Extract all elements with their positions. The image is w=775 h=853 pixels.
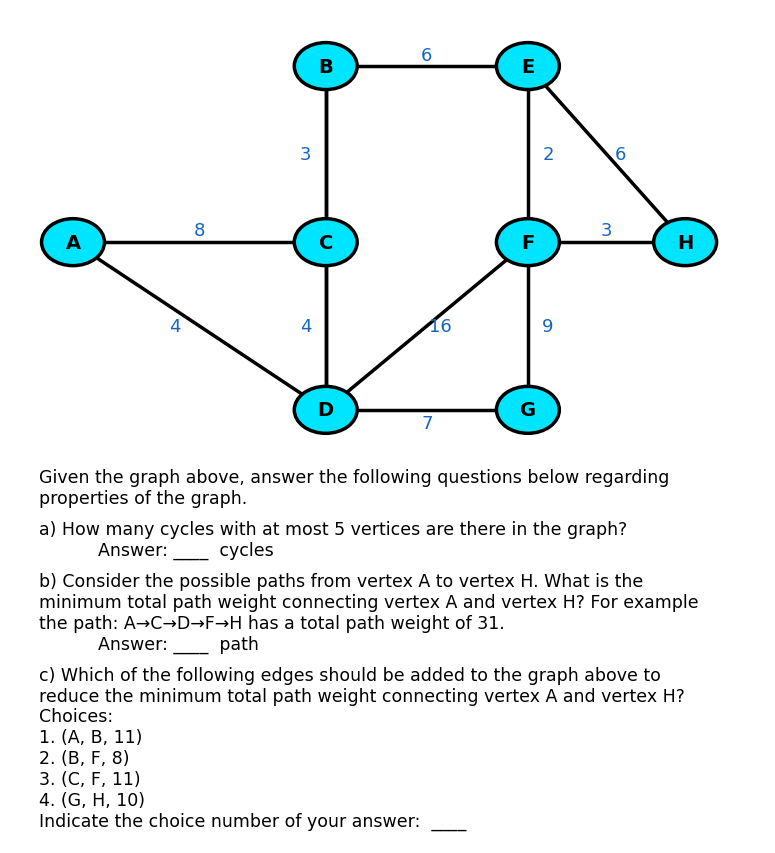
Text: 4: 4: [300, 317, 312, 335]
Circle shape: [42, 219, 105, 266]
Text: C: C: [319, 234, 333, 252]
Text: 6: 6: [615, 146, 625, 164]
Text: properties of the graph.: properties of the graph.: [39, 490, 247, 508]
Text: A: A: [65, 234, 81, 252]
Text: 6: 6: [421, 47, 432, 65]
Text: b) Consider the possible paths from vertex A to vertex H. What is the: b) Consider the possible paths from vert…: [39, 572, 643, 590]
Text: a) How many cycles with at most 5 vertices are there in the graph?: a) How many cycles with at most 5 vertic…: [39, 520, 627, 538]
Text: 9: 9: [542, 317, 554, 335]
Circle shape: [294, 387, 357, 434]
Text: 3: 3: [300, 146, 312, 164]
Text: 10: 10: [328, 229, 350, 247]
Text: F: F: [522, 234, 535, 252]
Circle shape: [294, 44, 357, 90]
Text: 7: 7: [421, 415, 432, 432]
Text: 3: 3: [601, 222, 612, 241]
Circle shape: [497, 387, 560, 434]
Text: Choices:: Choices:: [39, 708, 113, 726]
Text: D: D: [318, 401, 334, 420]
Text: 1. (A, B, 11): 1. (A, B, 11): [39, 728, 142, 746]
Circle shape: [653, 219, 717, 266]
Text: Given the graph above, answer the following questions below regarding: Given the graph above, answer the follow…: [39, 468, 669, 486]
Text: 2. (B, F, 8): 2. (B, F, 8): [39, 749, 129, 767]
Text: 4: 4: [169, 317, 181, 335]
Text: 16: 16: [429, 317, 452, 335]
Text: Answer: ____  cycles: Answer: ____ cycles: [98, 542, 274, 560]
Text: H: H: [677, 234, 694, 252]
Text: E: E: [522, 57, 535, 77]
Circle shape: [497, 44, 560, 90]
Text: the path: A→C→D→F→H has a total path weight of 31.: the path: A→C→D→F→H has a total path wei…: [39, 614, 505, 632]
Circle shape: [294, 219, 357, 266]
Text: 3. (C, F, 11): 3. (C, F, 11): [39, 770, 140, 788]
Text: reduce the minimum total path weight connecting vertex A and vertex H?: reduce the minimum total path weight con…: [39, 687, 684, 705]
Circle shape: [497, 219, 560, 266]
Text: Indicate the choice number of your answer:  ____: Indicate the choice number of your answe…: [39, 811, 466, 830]
Text: G: G: [520, 401, 536, 420]
Text: Answer: ____  path: Answer: ____ path: [98, 635, 259, 653]
Text: 8: 8: [194, 222, 205, 241]
Text: 4. (G, H, 10): 4. (G, H, 10): [39, 791, 145, 809]
Text: 2: 2: [542, 146, 554, 164]
Text: c) Which of the following edges should be added to the graph above to: c) Which of the following edges should b…: [39, 666, 660, 684]
Text: minimum total path weight connecting vertex A and vertex H? For example: minimum total path weight connecting ver…: [39, 593, 698, 612]
Text: B: B: [319, 57, 333, 77]
